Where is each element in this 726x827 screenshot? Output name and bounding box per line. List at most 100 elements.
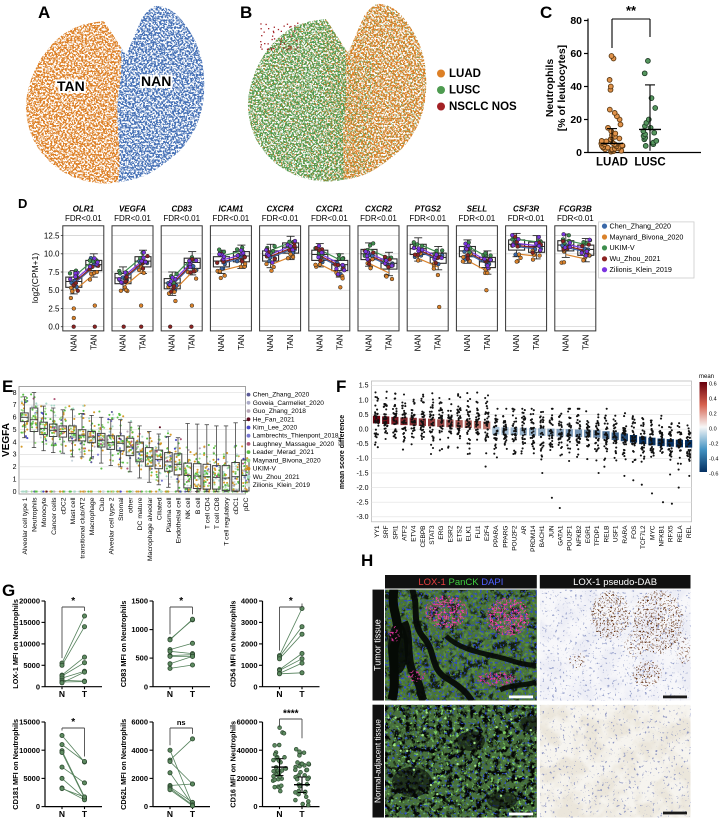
svg-text:Mast cell: Mast cell [70,497,77,524]
svg-text:20000: 20000 [19,597,40,606]
svg-text:D: D [18,196,27,211]
svg-text:FDR<0.01: FDR<0.01 [311,214,348,223]
svg-text:Plasma cell: Plasma cell [166,497,173,532]
svg-text:UKIM-V: UKIM-V [253,466,277,473]
svg-text:7: 7 [13,402,17,409]
svg-text:2.5: 2.5 [48,304,60,313]
svg-text:PPARA: PPARA [493,525,500,547]
svg-text:Chen_Zhang_2020: Chen_Zhang_2020 [253,392,310,399]
svg-text:Stromal: Stromal [118,497,125,521]
svg-text:AR: AR [521,525,528,534]
svg-text:0: 0 [144,682,148,691]
svg-text:-0.6: -0.6 [709,472,718,478]
svg-text:500: 500 [135,654,148,663]
svg-text:0.6: 0.6 [709,382,717,388]
svg-text:DC mature: DC mature [137,497,144,530]
svg-text:1000: 1000 [131,625,148,634]
svg-text:CD83: CD83 [171,205,192,214]
svg-text:TAN: TAN [434,334,443,350]
svg-text:TFDP1: TFDP1 [594,525,601,546]
svg-text:NAN: NAN [141,73,171,89]
svg-text:VEGFA: VEGFA [119,205,146,214]
svg-text:60000: 60000 [237,718,258,727]
svg-text:-0.5: -0.5 [356,441,368,448]
svg-text:T: T [82,689,88,699]
svg-text:0.0: 0.0 [359,427,369,434]
svg-text:T cell CD4: T cell CD4 [204,497,211,529]
svg-text:ETV4: ETV4 [411,525,418,542]
svg-text:LUAD: LUAD [596,157,628,169]
svg-text:1000: 1000 [241,661,258,670]
svg-text:0.4: 0.4 [709,397,717,403]
svg-text:NAN: NAN [69,334,78,351]
svg-text:NAN: NAN [119,334,128,351]
svg-text:15000: 15000 [19,618,40,627]
svg-text:TAN: TAN [483,334,492,350]
svg-text:PPARG: PPARG [502,526,509,548]
svg-text:3: 3 [13,452,17,459]
svg-text:CD62L MFI on Neutrophils: CD62L MFI on Neutrophils [119,719,128,810]
svg-text:NSCLC NOS: NSCLC NOS [449,101,517,113]
svg-text:0: 0 [36,682,40,691]
svg-text:CXCR2: CXCR2 [365,205,393,214]
svg-text:H: H [361,551,373,570]
svg-text:He_Fan_2021: He_Fan_2021 [253,416,295,423]
svg-text:1.5: 1.5 [359,383,369,390]
svg-text:GATA1: GATA1 [558,525,565,546]
svg-text:40: 40 [570,81,582,93]
svg-text:15000: 15000 [19,718,40,727]
svg-text:LUSC: LUSC [634,157,665,169]
svg-text:PRDM14: PRDM14 [530,525,537,552]
svg-text:RELB: RELB [603,526,610,543]
svg-text:-0.2: -0.2 [709,442,718,448]
svg-text:FOS: FOS [631,525,638,539]
svg-text:*: * [179,596,183,607]
svg-text:A: A [38,3,50,22]
svg-text:LUSC: LUSC [449,85,480,97]
svg-text:RARA: RARA [622,525,629,544]
svg-text:FLI1: FLI1 [475,525,482,538]
svg-text:1.0: 1.0 [359,397,369,404]
svg-text:cDC2: cDC2 [60,497,67,514]
svg-text:FDR<0.01: FDR<0.01 [557,214,594,223]
svg-text:POU2F2: POU2F2 [512,525,519,551]
svg-text:3000: 3000 [241,618,258,627]
svg-text:8: 8 [13,390,17,397]
svg-text:ETS2: ETS2 [457,525,464,542]
svg-text:TAN: TAN [188,334,197,350]
svg-text:Tumor tissue: Tumor tissue [373,619,383,671]
svg-text:FDR<0.01: FDR<0.01 [114,214,151,223]
svg-text:Cancer cells: Cancer cells [51,497,58,535]
svg-text:4: 4 [13,439,17,446]
svg-text:-2.0: -2.0 [356,485,368,492]
svg-text:NAN: NAN [266,334,275,351]
svg-text:RFX5: RFX5 [668,525,675,542]
svg-text:NAN: NAN [463,334,472,351]
svg-text:LUAD: LUAD [449,68,481,80]
svg-text:PTGS2: PTGS2 [415,205,442,214]
svg-text:JUN: JUN [548,525,555,538]
svg-text:4000: 4000 [131,746,148,755]
svg-text:NAN: NAN [217,334,226,351]
svg-text:Endothelial cell: Endothelial cell [176,497,183,543]
svg-text:Goveia_Carmeliet_2020: Goveia_Carmeliet_2020 [253,400,324,407]
svg-text:pDC: pDC [243,497,250,511]
svg-text:FDR<0.01: FDR<0.01 [360,214,397,223]
svg-text:NAN: NAN [365,334,374,351]
svg-text:T cell regulatory: T cell regulatory [224,497,231,546]
svg-text:40000: 40000 [237,746,258,755]
svg-text:G: G [2,581,15,600]
svg-text:CSF3R: CSF3R [513,205,539,214]
svg-text:CD83 MFI on Neutrophils: CD83 MFI on Neutrophils [119,601,128,688]
svg-text:LOX-1 MFI on Neutrophils: LOX-1 MFI on Neutrophils [11,599,20,689]
svg-text:Neutrophils: Neutrophils [32,497,39,532]
svg-text:N: N [276,689,282,699]
svg-text:NAN: NAN [414,334,423,351]
svg-text:Maynard_Bivona_2020: Maynard_Bivona_2020 [253,457,321,464]
svg-text:T: T [299,689,305,699]
svg-text:NFKB1: NFKB1 [659,525,666,546]
svg-text:****: **** [283,709,299,720]
svg-text:CD16 MFI on Neutrophils: CD16 MFI on Neutrophils [229,721,238,808]
svg-text:VEGFA: VEGFA [1,423,12,457]
svg-text:SRF: SRF [383,525,390,538]
